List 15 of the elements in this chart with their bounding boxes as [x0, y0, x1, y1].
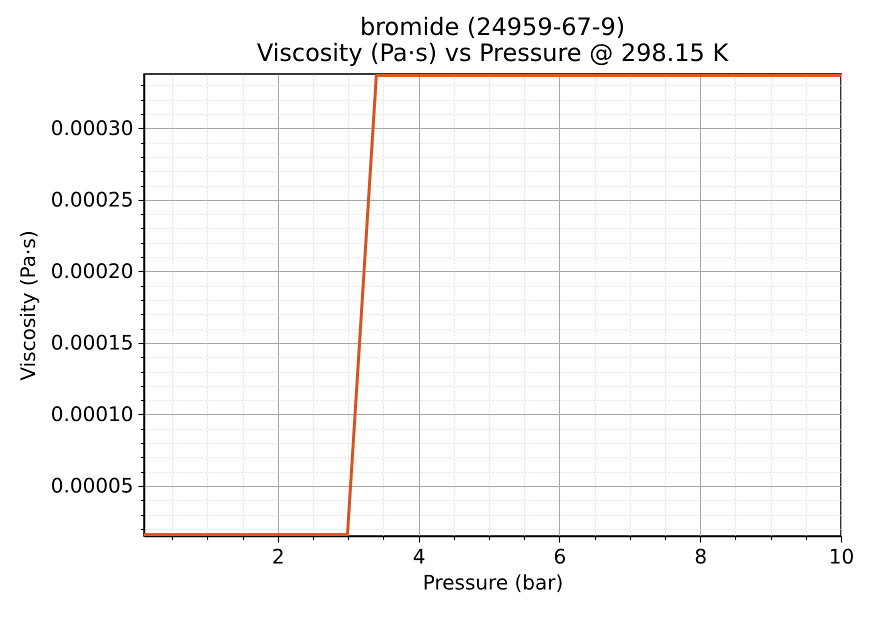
x-axis-title: Pressure (bar) [422, 570, 564, 594]
y-tick-label: 0.00020 [50, 258, 134, 283]
x-tick-label: 2 [272, 544, 285, 568]
y-axis-title: Viscosity (Pa·s) [16, 230, 40, 381]
x-tick-label: 4 [412, 544, 426, 568]
chart-subtitle: Viscosity (Pa·s) vs Pressure @ 298.15 K [256, 39, 730, 67]
y-tick-label: 0.00025 [50, 187, 134, 212]
y-tick-label: 0.00030 [50, 116, 134, 140]
x-tick-label: 8 [694, 544, 708, 568]
x-tick-label: 10 [828, 544, 854, 568]
x-tick-label: 6 [554, 544, 566, 568]
chart-title: bromide (24959-67-9) [360, 13, 626, 41]
y-tick-label: 0.00010 [50, 402, 134, 426]
y-tick-label: 0.00005 [50, 473, 134, 498]
y-tick-label: 0.00015 [50, 330, 134, 354]
